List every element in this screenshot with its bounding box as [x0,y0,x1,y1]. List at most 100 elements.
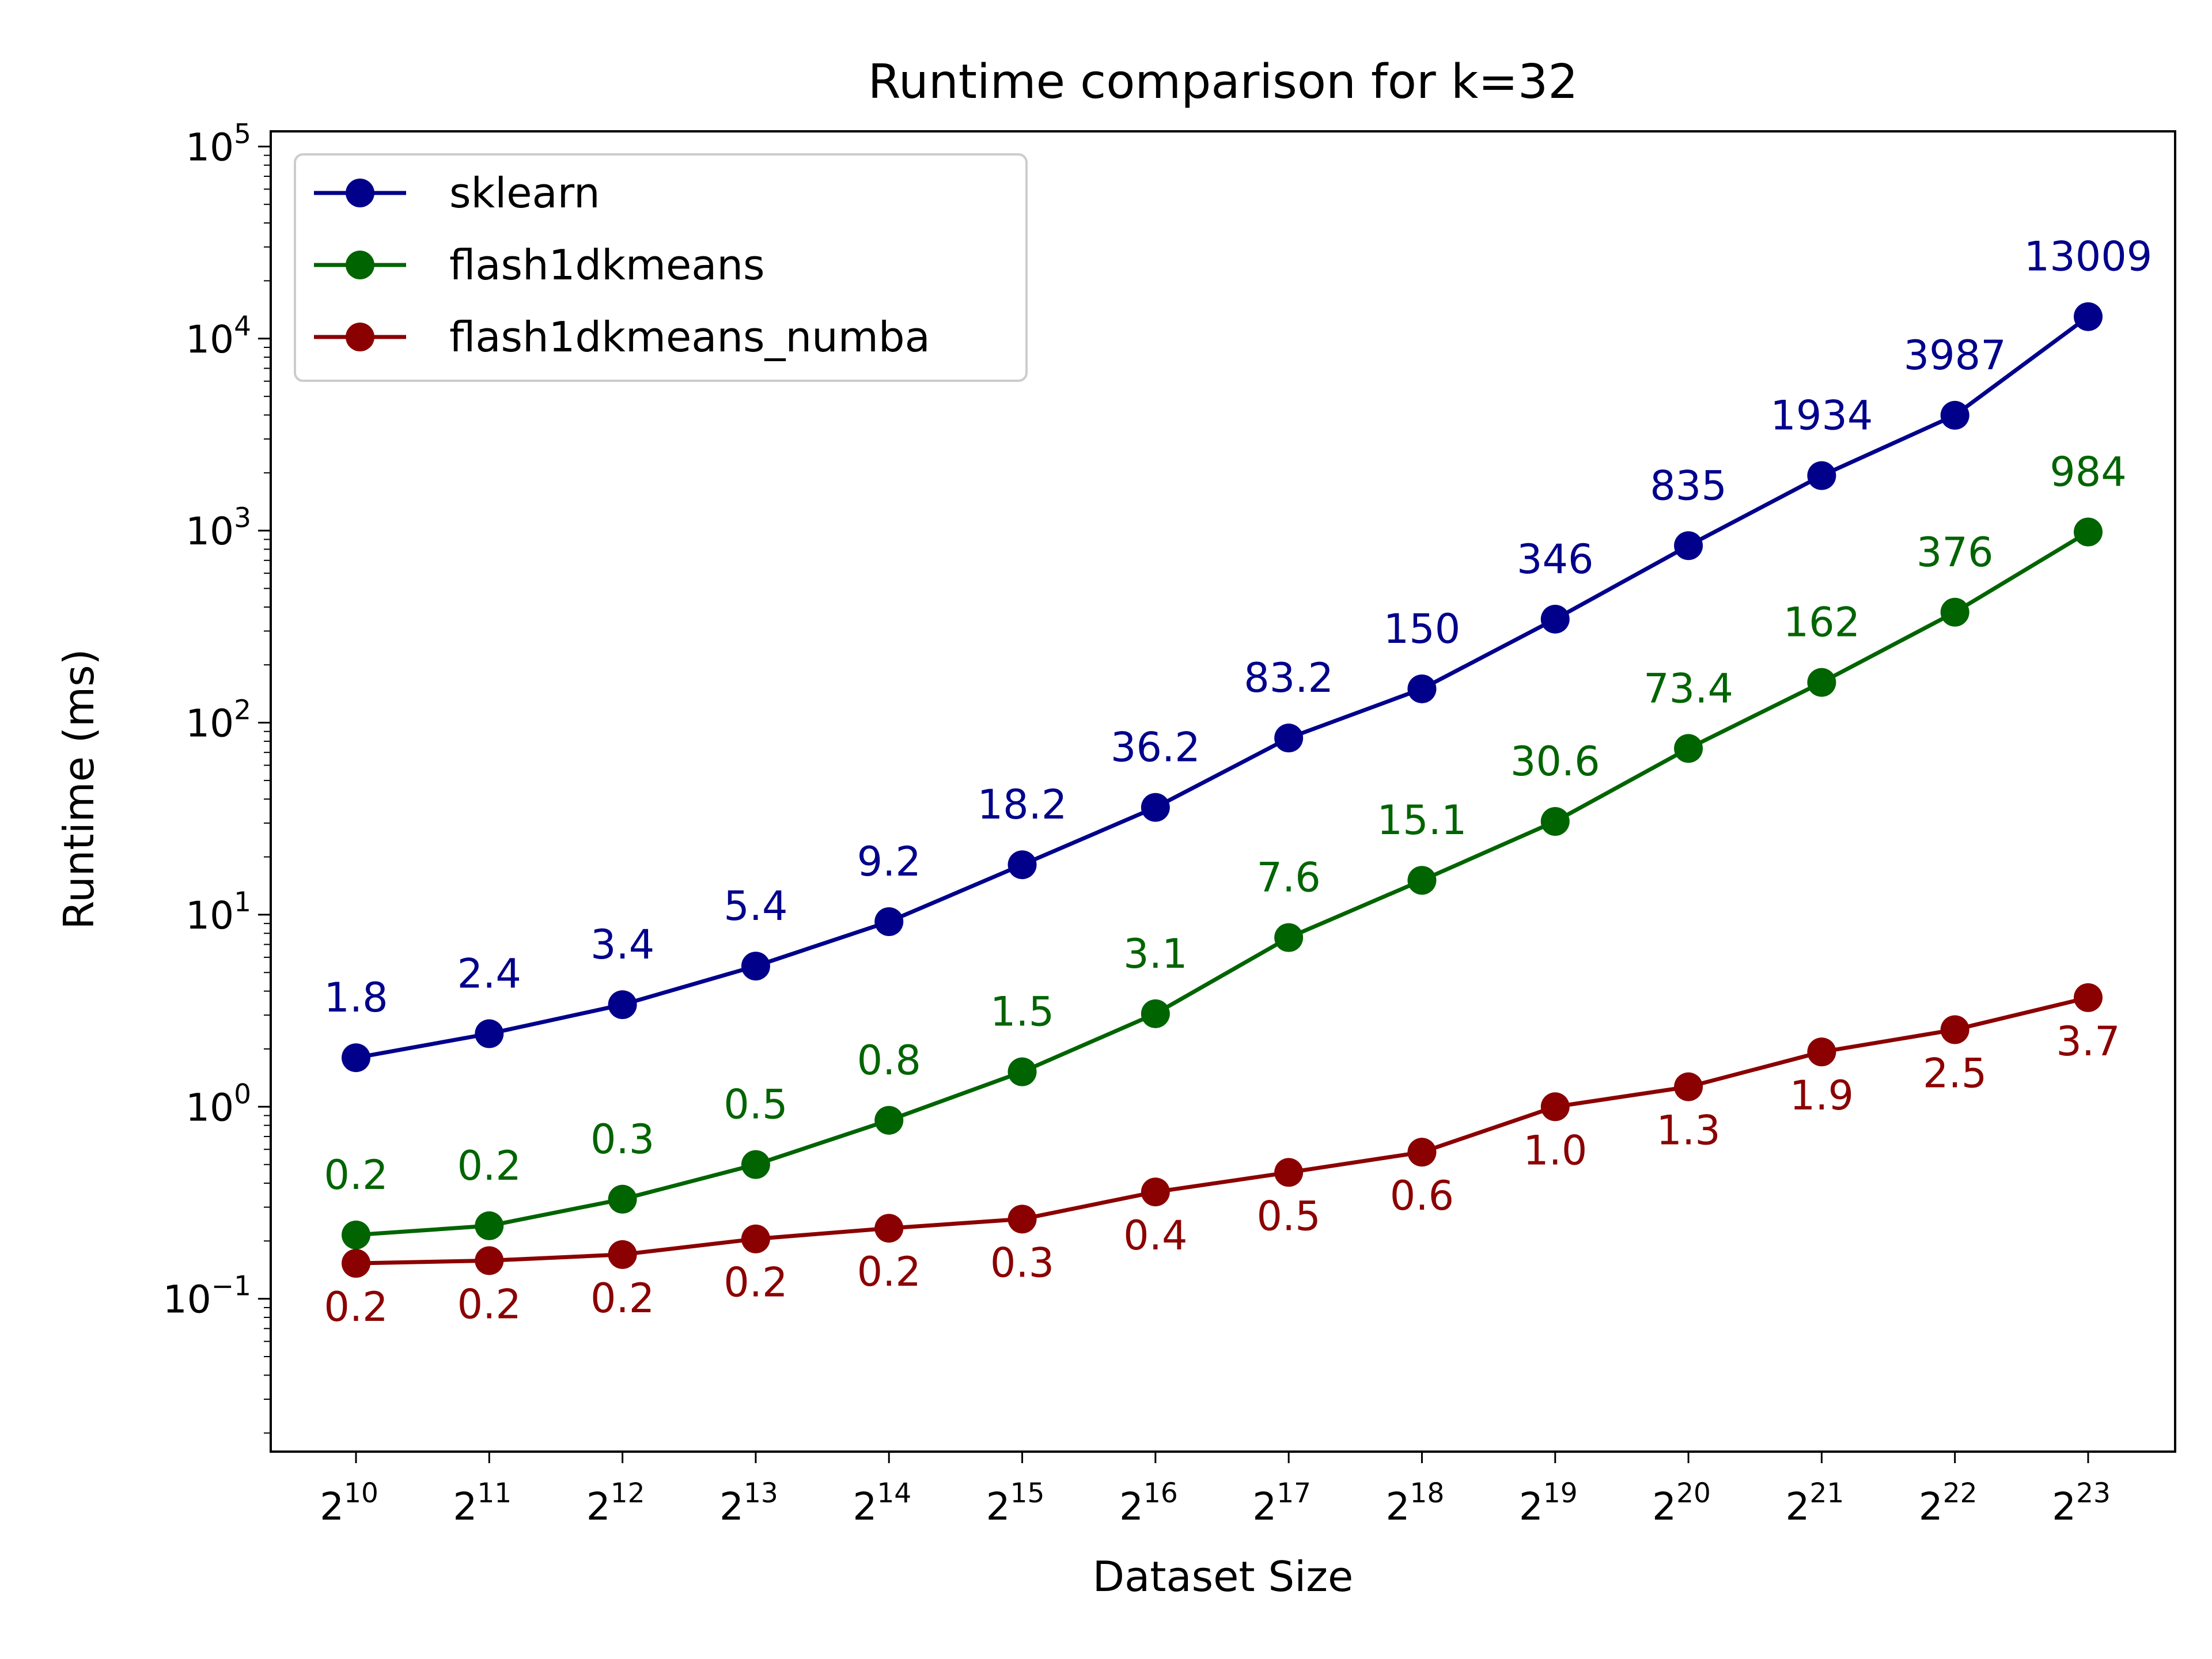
data-label: 3.7 [2056,1018,2120,1065]
x-tick-label: 218 [1386,1478,1445,1529]
x-tick-label: 223 [2052,1478,2111,1529]
x-tick-label: 220 [1652,1478,1711,1529]
data-point [475,1246,504,1275]
data-point [1007,850,1037,880]
data-point [1807,668,1836,697]
data-point [741,1150,770,1179]
data-label: 2.4 [457,950,521,998]
x-axis-label: Dataset Size [1093,1552,1354,1601]
data-label: 346 [1517,536,1594,583]
data-point [1540,1092,1570,1122]
data-point [342,1220,370,1249]
y-axis-label: Runtime (ms) [55,649,103,929]
data-label: 2.5 [1923,1050,1987,1097]
data-label: 1.8 [324,974,388,1021]
data-label: 150 [1384,605,1461,653]
data-point [475,1211,504,1240]
y-tick-label: 104 [185,310,251,362]
data-point [1407,866,1437,895]
data-point [342,1043,370,1073]
data-label: 0.3 [590,1116,654,1163]
data-label: 1.9 [1790,1072,1854,1119]
data-point [1807,461,1836,490]
axes-frame [270,130,2176,1453]
data-label: 0.2 [324,1283,388,1331]
data-point [2074,302,2103,331]
data-label: 0.5 [1256,1192,1320,1240]
data-label: 835 [1650,462,1727,509]
x-tick-label: 210 [320,1478,378,1529]
data-point [608,1184,637,1214]
data-point [1141,999,1170,1028]
series-line-flash1dkmeans_numba [355,995,2089,1266]
data-label: 1.0 [1523,1127,1587,1174]
data-label: 30.6 [1510,738,1600,785]
data-point [1407,674,1437,703]
data-point [874,1105,904,1135]
data-label: 0.8 [857,1037,921,1084]
data-point [608,1240,637,1269]
data-point [1940,597,1969,627]
data-label: 3987 [1904,332,2006,379]
data-point [1141,1177,1170,1207]
data-point [1674,531,1703,560]
data-label: 3.1 [1123,930,1187,978]
data-point [1407,1138,1437,1167]
data-label: 0.2 [590,1275,654,1322]
data-point [1940,400,1969,430]
x-tick-label: 219 [1519,1478,1578,1529]
plot-area: 210 211 212 213 214 215 216 217 218 219 220 221 222 2… [163,118,2176,1529]
data-label: 1.5 [990,988,1054,1036]
data-label: 36.2 [1111,724,1200,771]
y-tick-label: 101 [185,887,251,938]
series-line-flash1dkmeans [355,530,2089,1237]
x-tick-label: 213 [719,1478,778,1529]
legend-marker [346,251,374,279]
data-label: 9.2 [857,838,921,885]
data-point [1274,724,1304,753]
data-label: 0.4 [1123,1212,1187,1259]
data-point [1274,923,1304,952]
y-tick-label: 10−1 [163,1271,251,1322]
data-label: 0.2 [457,1281,521,1328]
data-point [1274,1158,1304,1187]
data-label: 984 [2050,448,2127,495]
data-label: 162 [1783,599,1861,646]
data-label: 1934 [1770,392,1873,440]
data-label: 83.2 [1244,654,1334,702]
x-tick-label: 216 [1119,1478,1178,1529]
series-sklearn: 1.8 2.4 3.4 5.4 9.2 18.2 36.2 83.2 150 346 835 1934… [324,233,2152,1073]
y-tick-label: 103 [185,502,251,554]
data-label: 0.6 [1390,1172,1454,1219]
data-label: 0.2 [324,1152,388,1199]
data-point [608,990,637,1020]
data-point [1540,604,1570,634]
data-label: 5.4 [724,882,787,930]
x-tick-label: 212 [586,1478,645,1529]
series-flash1dkmeans: 0.2 0.2 0.3 0.5 0.8 1.5 3.1 7.6 15.1 30.6 73.4 162 3… [324,448,2127,1249]
data-point [1674,734,1703,763]
legend-label: flash1dkmeans_numba [449,313,930,361]
data-label: 15.1 [1377,797,1467,844]
data-point [1540,806,1570,836]
series-flash1dkmeans_numba: 0.2 0.2 0.2 0.2 0.2 0.3 0.4 0.5 0.6 1.0 1.3 1.9 2.5 3… [324,983,2120,1331]
y-tick-label: 100 [185,1078,251,1130]
data-point [342,1249,370,1278]
x-tick-label: 221 [1785,1478,1844,1529]
data-label: 18.2 [978,781,1067,828]
data-label: 0.2 [724,1259,787,1306]
legend-label: flash1dkmeans [449,241,765,289]
data-label: 376 [1916,529,1994,576]
data-point [475,1019,504,1048]
data-point [1007,1205,1037,1234]
data-point [1940,1015,1969,1044]
chart-title: Runtime comparison for k=32 [868,55,1578,109]
x-tick-label: 217 [1252,1478,1311,1529]
data-point [1807,1037,1836,1067]
data-label: 0.2 [457,1142,521,1190]
data-label: 0.3 [990,1239,1054,1286]
data-point [741,1224,770,1253]
x-tick-label: 214 [853,1478,911,1529]
legend-marker [346,179,374,207]
